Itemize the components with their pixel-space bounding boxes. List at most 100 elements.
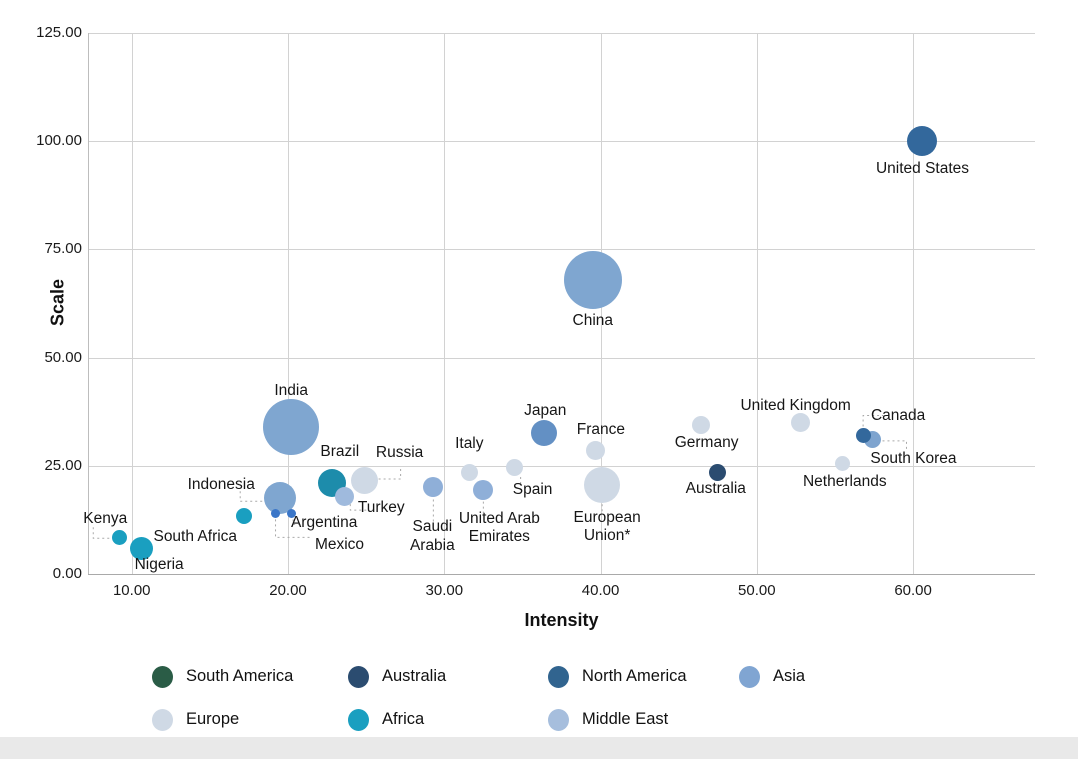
y-tick-label: 25.00 xyxy=(44,456,82,474)
point-label-united-kingdom: United Kingdom xyxy=(740,396,851,414)
y-axis-line xyxy=(88,33,89,574)
y-tick-label: 50.00 xyxy=(44,348,82,366)
bubble-saudi-arabia[interactable] xyxy=(423,477,444,498)
legend-label: Europe xyxy=(186,710,240,728)
point-label-nigeria: Nigeria xyxy=(134,555,184,573)
point-label-france: France xyxy=(576,420,625,438)
leader-line-russia xyxy=(378,465,402,480)
bubble-russia[interactable] xyxy=(351,467,379,495)
gridline-y-75.00 xyxy=(88,249,1035,251)
point-label-united-states: United States xyxy=(875,160,970,178)
bubble-mexico[interactable] xyxy=(271,508,281,518)
legend-item-middle-east[interactable]: Middle East xyxy=(548,708,739,731)
point-label-indonesia: Indonesia xyxy=(187,476,255,494)
bubble-australia[interactable] xyxy=(709,463,727,481)
point-label-european-union: European Union* xyxy=(573,509,641,545)
point-label-russia: Russia xyxy=(375,443,424,461)
point-label-canada: Canada xyxy=(870,406,926,424)
legend-label: South America xyxy=(186,667,294,685)
x-tick-label: 50.00 xyxy=(738,582,776,599)
bubble-italy[interactable] xyxy=(460,463,478,481)
point-label-united-arab-emirates: United Arab Emirates xyxy=(458,509,540,545)
bubble-united-states[interactable] xyxy=(907,126,938,157)
leader-line-kenya xyxy=(92,527,110,539)
y-tick-label: 100.00 xyxy=(36,132,82,150)
legend-item-north-america[interactable]: North America xyxy=(548,665,739,688)
y-tick-label: 75.00 xyxy=(44,240,82,258)
legend-item-asia[interactable]: Asia xyxy=(739,665,879,688)
chart-legend: South America Australia North America Asia E… xyxy=(152,655,879,741)
legend-label: Asia xyxy=(773,667,806,685)
bubble-germany[interactable] xyxy=(691,415,710,434)
legend-label: Australia xyxy=(382,667,447,685)
bubble-european-union[interactable] xyxy=(584,467,621,504)
bubble-united-arab-emirates[interactable] xyxy=(473,479,494,500)
legend-swatch-middle-east-icon xyxy=(548,708,569,731)
bubble-kenya[interactable] xyxy=(111,529,127,545)
bubble-argentina[interactable] xyxy=(286,508,296,518)
legend-swatch-europe-icon xyxy=(152,708,173,731)
gridline-x-50.00 xyxy=(756,33,758,574)
y-tick-label: 125.00 xyxy=(36,24,82,41)
bubble-turkey[interactable] xyxy=(334,486,354,506)
bubble-india[interactable] xyxy=(263,398,320,455)
bubble-nigeria[interactable] xyxy=(129,536,153,560)
y-tick-label: 0.00 xyxy=(52,565,82,582)
gridline-y-125.00 xyxy=(88,33,1035,34)
gridline-x-10.00 xyxy=(131,33,133,574)
bubble-japan[interactable] xyxy=(531,420,558,447)
legend-item-south-america[interactable]: South America xyxy=(152,665,348,688)
legend-row-2: Europe Africa Middle East xyxy=(152,698,879,741)
point-label-netherlands: Netherlands xyxy=(802,472,887,490)
gridline-x-20.00 xyxy=(288,33,290,574)
point-label-saudi-arabia: Saudi Arabia xyxy=(409,518,455,554)
x-tick-label: 40.00 xyxy=(581,582,620,599)
point-label-argentina: Argentina xyxy=(290,514,358,532)
legend-item-africa[interactable]: Africa xyxy=(348,708,548,731)
point-label-germany: Germany xyxy=(674,433,739,451)
point-label-mexico: Mexico xyxy=(314,536,365,554)
bubble-netherlands[interactable] xyxy=(835,456,851,472)
x-tick-label: 20.00 xyxy=(269,582,307,599)
legend-item-europe[interactable]: Europe xyxy=(152,708,348,731)
legend-swatch-south-america-icon xyxy=(152,665,173,688)
point-label-south-africa: South Africa xyxy=(153,527,238,545)
bubble-united-kingdom[interactable] xyxy=(791,413,811,433)
x-tick-label: 10.00 xyxy=(112,582,151,599)
bubble-south-africa[interactable] xyxy=(236,507,253,524)
legend-swatch-australia-icon xyxy=(348,665,369,688)
point-label-kenya: Kenya xyxy=(83,510,128,528)
point-label-turkey: Turkey xyxy=(357,499,405,517)
legend-swatch-africa-icon xyxy=(348,708,369,731)
point-label-south-korea: South Korea xyxy=(870,449,957,467)
point-label-china: China xyxy=(572,311,614,329)
point-label-australia: Australia xyxy=(685,480,746,498)
gridline-y-0.00 xyxy=(88,574,1035,575)
legend-item-australia[interactable]: Australia xyxy=(348,665,548,688)
point-label-japan: Japan xyxy=(524,402,567,420)
gridline-y-25.00 xyxy=(88,465,1035,467)
legend-row-1: South America Australia North America Asia xyxy=(152,655,879,698)
legend-swatch-north-america-icon xyxy=(548,665,569,688)
gridline-y-100.00 xyxy=(88,141,1035,143)
x-axis-title: Intensity xyxy=(524,610,599,630)
horizontal-scrollbar-track[interactable] xyxy=(0,737,1078,759)
legend-swatch-asia-icon xyxy=(739,665,760,688)
legend-label: North America xyxy=(582,667,687,685)
point-label-india: India xyxy=(274,381,308,399)
legend-label: Africa xyxy=(382,710,425,728)
bubble-china[interactable] xyxy=(563,250,622,309)
gridline-x-30.00 xyxy=(444,33,446,574)
bubble-spain[interactable] xyxy=(506,459,524,477)
gridline-x-60.00 xyxy=(913,33,915,574)
gridline-y-50.00 xyxy=(88,357,1035,359)
x-tick-label: 30.00 xyxy=(425,582,464,599)
point-label-spain: Spain xyxy=(512,480,553,498)
point-label-italy: Italy xyxy=(455,435,484,453)
legend-label: Middle East xyxy=(582,710,669,728)
bubble-canada[interactable] xyxy=(855,428,871,443)
bubble-france[interactable] xyxy=(586,441,606,461)
point-label-brazil: Brazil xyxy=(320,443,360,461)
